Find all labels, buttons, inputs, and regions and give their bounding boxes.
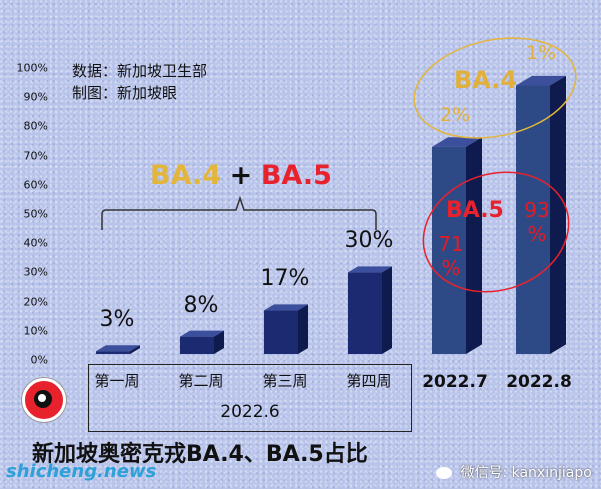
week-value-label: 3% xyxy=(99,307,135,333)
ba4-series-label: BA.4 xyxy=(454,66,518,94)
week-value-label: 17% xyxy=(260,266,310,292)
wechat-icon xyxy=(436,467,452,479)
ba4-value-label: 2% xyxy=(440,104,471,126)
credit-text: 制图：新加坡眼 xyxy=(72,84,178,102)
ba5-value-label: 71% xyxy=(438,232,464,280)
week-value-label: 8% xyxy=(183,292,219,318)
week-bar xyxy=(96,351,130,354)
ba4-ellipse xyxy=(413,37,577,139)
y-tick-label: 40% xyxy=(23,236,48,250)
week-bar-side xyxy=(298,304,308,354)
chart-title: 新加坡奥密克戎BA.4、BA.5占比 xyxy=(32,442,368,467)
month-bar-top xyxy=(432,137,482,147)
watermark-right: 微信号: kanxinjiapo xyxy=(436,462,592,482)
y-tick-label: 70% xyxy=(23,149,48,163)
week-category-label: 第四周 xyxy=(346,372,392,390)
week-bar-side xyxy=(214,330,224,354)
week-category-label: 第二周 xyxy=(178,372,224,390)
week-bar-side xyxy=(382,266,392,354)
week-category-label: 第一周 xyxy=(94,372,140,390)
month-bar-side xyxy=(466,137,482,354)
ba5-value-label: 93% xyxy=(524,198,550,246)
logo-icon xyxy=(22,378,66,422)
week-bar-top xyxy=(348,266,392,273)
ba5-ellipse xyxy=(422,171,570,293)
month-bar-top xyxy=(516,75,566,86)
y-tick-label: 90% xyxy=(23,90,48,104)
y-tick-label: 80% xyxy=(23,119,48,133)
ba4-value-label: 1% xyxy=(526,42,557,64)
y-tick-label: 60% xyxy=(23,178,48,192)
group-label: BA.4 + BA.5 xyxy=(150,160,332,191)
y-tick-label: 10% xyxy=(23,324,48,338)
week-bar-top xyxy=(96,345,140,352)
year-label: 2022.6 xyxy=(220,402,280,422)
month-category-label: 2022.7 xyxy=(422,372,488,392)
week-bar xyxy=(264,310,298,354)
week-value-label: 30% xyxy=(344,228,394,254)
week-box xyxy=(88,364,412,432)
source-text: 数据：新加坡卫生部 xyxy=(72,62,208,80)
month-category-label: 2022.8 xyxy=(506,372,572,392)
y-tick-label: 30% xyxy=(23,265,48,279)
ba5-series-label: BA.5 xyxy=(446,198,504,223)
group-label-ba4: BA.4 xyxy=(150,160,222,191)
y-tick-label: 20% xyxy=(23,295,48,309)
watermark-right-text: 微信号: kanxinjiapo xyxy=(460,465,592,481)
watermark-left: shicheng.news xyxy=(6,461,157,482)
group-label-ba5: BA.5 xyxy=(260,160,332,191)
month-bar xyxy=(432,146,466,354)
week-category-label: 第三周 xyxy=(262,372,308,390)
y-tick-label: 100% xyxy=(16,61,48,75)
week-bar xyxy=(180,336,214,354)
week-bar-top xyxy=(180,330,224,337)
group-label-plus: + xyxy=(229,160,253,191)
month-bar-side xyxy=(550,75,566,355)
y-tick-label: 50% xyxy=(23,207,48,221)
week-bar-top xyxy=(264,304,308,311)
group-brace xyxy=(101,195,377,230)
week-bar-side xyxy=(130,345,140,354)
week-bar xyxy=(348,272,382,354)
y-tick-label: 0% xyxy=(30,353,48,367)
